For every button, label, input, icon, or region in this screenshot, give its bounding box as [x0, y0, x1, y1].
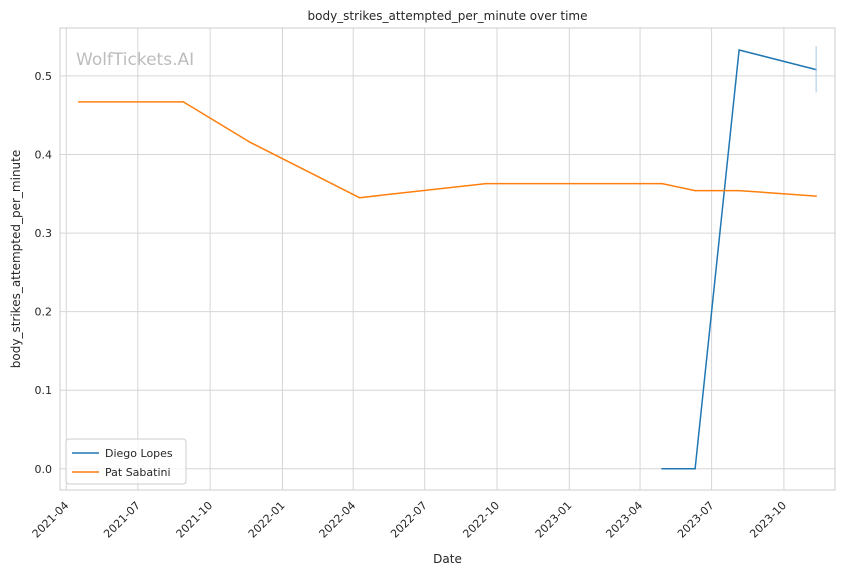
watermark-text: WolfTickets.AI: [76, 50, 194, 70]
data-point: [694, 467, 696, 470]
chart-title: body_strikes_attempted_per_minute over t…: [308, 9, 588, 23]
y-tick-label: 0.4: [35, 149, 53, 162]
x-axis-label: Date: [433, 552, 462, 566]
data-point: [815, 195, 817, 197]
data-point: [738, 49, 740, 51]
data-point: [694, 189, 696, 192]
series-line-diego-lopes: [662, 49, 817, 470]
data-point: [358, 196, 361, 199]
legend: Diego Lopes Pat Sabatini: [65, 438, 187, 485]
plot-frame: [59, 27, 836, 491]
legend-label: Pat Sabatini: [105, 466, 171, 479]
data-point: [485, 182, 487, 185]
data-point: [182, 101, 185, 103]
grid: [60, 28, 835, 490]
series-lines: [78, 46, 817, 470]
y-tick-label: 0.5: [35, 70, 53, 83]
y-tick-label: 0.1: [35, 384, 53, 397]
y-tick-label: 0.3: [35, 227, 53, 240]
y-axis-label: body_strikes_attempted_per_minute: [9, 150, 23, 368]
y-tick-label: 0.2: [35, 306, 53, 319]
data-point: [661, 467, 663, 470]
data-point: [78, 101, 80, 103]
data-point: [248, 141, 251, 143]
legend-label: Diego Lopes: [105, 447, 173, 460]
data-point: [738, 189, 740, 192]
data-point: [661, 182, 663, 185]
y-tick-label: 0.0: [35, 463, 53, 476]
